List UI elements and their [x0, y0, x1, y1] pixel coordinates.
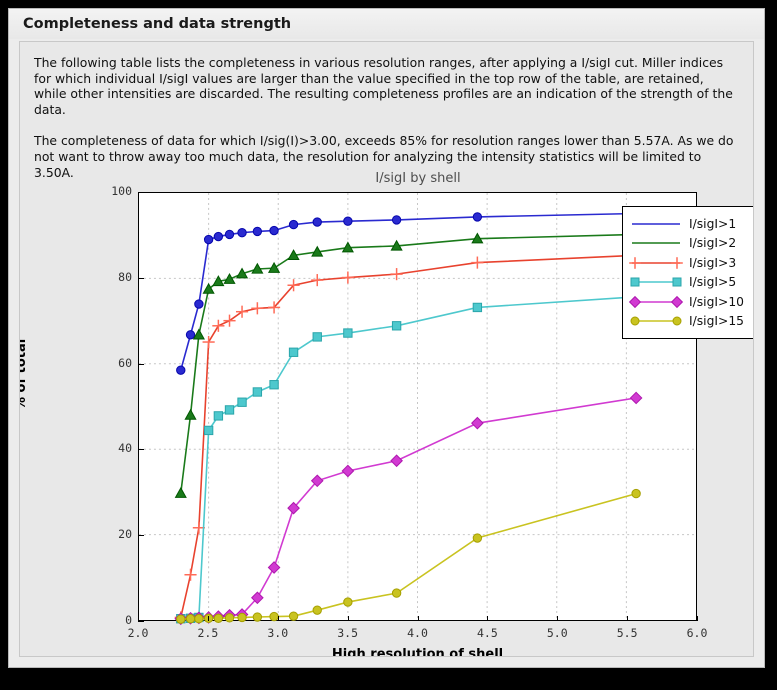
- x-axis-label: High resolution of shell: [331, 647, 504, 657]
- y-tick-label: 100: [111, 184, 132, 198]
- window-title: Completeness and data strength: [9, 9, 764, 39]
- legend-item-4[interactable]: I/sigI>5: [628, 273, 752, 293]
- x-tick-mark: [557, 616, 559, 621]
- y-tick-mark: [138, 363, 144, 365]
- series-3: [174, 249, 643, 624]
- plot-area: [138, 192, 697, 626]
- legend-item-1[interactable]: I/sigI>1: [628, 214, 752, 234]
- series-6: [176, 488, 641, 624]
- y-tick-label: 0: [125, 613, 132, 627]
- y-tick-mark: [138, 535, 144, 537]
- y-tick-mark: [138, 192, 144, 193]
- x-tick-mark: [417, 616, 419, 621]
- legend-swatch-icon: [628, 313, 684, 329]
- legend-item-5[interactable]: I/sigI>10: [628, 292, 752, 312]
- x-tick-mark: [627, 616, 629, 621]
- x-tick-label: 2.0: [127, 626, 149, 640]
- x-tick-label: 2.5: [197, 626, 219, 640]
- completeness-chart: I/sigI by shell 0 20 40 60 80 100 2.0 2.5 3.0 3.…: [19, 160, 753, 657]
- y-tick-mark: [138, 621, 144, 622]
- x-tick-mark: [697, 616, 698, 621]
- series-1: [176, 208, 641, 375]
- legend-swatch-icon: [628, 255, 684, 271]
- legend-swatch-icon: [628, 235, 684, 251]
- x-tick-label: 4.0: [407, 626, 428, 640]
- legend-label: I/sigI>1: [689, 216, 737, 231]
- x-tick-label: 4.5: [476, 626, 498, 640]
- y-axis-label: % of total: [19, 338, 29, 410]
- y-tick-label: 40: [118, 441, 132, 456]
- legend-label: I/sigI>5: [689, 275, 737, 290]
- legend-item-2[interactable]: I/sigI>2: [628, 234, 752, 254]
- series-4: [176, 292, 641, 624]
- y-tick-label: 20: [118, 527, 132, 542]
- description-paragraph-2: The completeness of data for which I/sig…: [34, 133, 734, 180]
- legend-label: I/sigI>10: [689, 294, 744, 309]
- series-2: [174, 228, 643, 498]
- x-tick-mark: [487, 616, 489, 621]
- legend-swatch-icon: [628, 216, 684, 232]
- legend-item-3[interactable]: I/sigI>3: [628, 253, 752, 273]
- y-tick-label: 80: [118, 269, 132, 284]
- y-tick-mark: [138, 277, 144, 279]
- y-tick-mark: [138, 449, 144, 451]
- x-tick-label: 3.5: [337, 626, 359, 640]
- x-tick-mark: [347, 616, 349, 621]
- x-tick-label: 5.0: [546, 626, 568, 640]
- x-tick-mark: [138, 616, 139, 621]
- y-tick-label: 60: [118, 355, 132, 370]
- report-window: Completeness and data strength The follo…: [8, 8, 765, 668]
- series-5: [174, 391, 643, 626]
- legend-item-6[interactable]: I/sigI>15: [628, 312, 752, 332]
- legend-label: I/sigI>3: [689, 255, 737, 270]
- description-paragraph-1: The following table lists the completene…: [34, 55, 733, 117]
- x-tick-label: 3.0: [267, 626, 289, 640]
- chart-legend: I/sigI>1 I/sigI>2 I/sigI>3 I/sigI>5 I/sigI>1…: [622, 206, 753, 339]
- x-tick-label: 6.0: [686, 626, 708, 640]
- x-tick-mark: [207, 616, 209, 621]
- legend-label: I/sigI>15: [689, 314, 744, 329]
- window-content: The following table lists the completene…: [19, 41, 754, 657]
- legend-swatch-icon: [628, 274, 684, 290]
- legend-label: I/sigI>2: [689, 236, 737, 251]
- legend-swatch-icon: [628, 294, 684, 310]
- x-tick-label: 5.5: [616, 626, 638, 640]
- x-tick-mark: [277, 616, 279, 621]
- series-layer: [174, 208, 643, 626]
- chart-title: I/sigI by shell: [375, 171, 461, 186]
